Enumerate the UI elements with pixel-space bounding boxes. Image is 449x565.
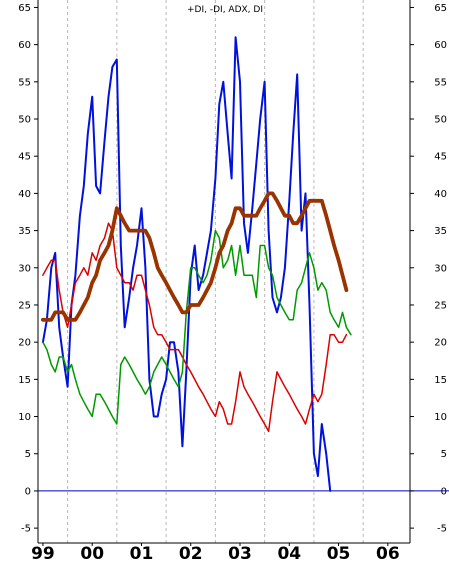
plot-frame xyxy=(37,0,411,544)
y-axis-right: -5 0 5 10 15 20 25 30 35 40 45 50 55 60 65 xyxy=(410,3,447,535)
ytick-label-left: 15 xyxy=(18,375,31,386)
ytick-label-left: 65 xyxy=(18,3,31,14)
ytick-label-left: 60 xyxy=(18,40,31,51)
ytick-label-left: 25 xyxy=(18,300,31,311)
ytick-label-right: 25 xyxy=(434,300,447,311)
ytick-label-left: 50 xyxy=(18,115,31,126)
ytick-label-right: 60 xyxy=(434,40,447,51)
ytick-label-left: 45 xyxy=(18,152,31,163)
series-lines xyxy=(41,36,352,492)
xtick-label-04: 04 xyxy=(277,544,301,561)
ytick-label-left: 20 xyxy=(18,338,31,349)
series-line-2 xyxy=(42,222,348,433)
xtick-label-06: 06 xyxy=(376,544,400,561)
ytick-label-left: 40 xyxy=(18,189,31,200)
ytick-label-right: -5 xyxy=(437,524,447,535)
ytick-label-left: 10 xyxy=(18,412,31,423)
series-line-1 xyxy=(41,36,332,492)
ytick-label-right: 15 xyxy=(434,375,447,386)
xtick-label-99: 99 xyxy=(31,544,55,561)
ytick-label-right: 30 xyxy=(434,263,447,274)
ytick-label-right: 40 xyxy=(434,189,447,200)
xtick-label-00: 00 xyxy=(80,544,104,561)
series-line-3 xyxy=(42,229,352,425)
xtick-label-02: 02 xyxy=(179,544,203,561)
ytick-label-left: -5 xyxy=(21,524,31,535)
ytick-label-left: 35 xyxy=(18,226,31,237)
xtick-label-03: 03 xyxy=(228,544,252,561)
ytick-label-left: 5 xyxy=(25,449,31,460)
series-line-4 xyxy=(41,191,349,322)
ytick-label-left: 30 xyxy=(18,263,31,274)
x-axis: 99 00 01 02 03 04 05 06 xyxy=(31,543,400,564)
xtick-label-05: 05 xyxy=(327,544,351,561)
ytick-label-left: 55 xyxy=(18,77,31,88)
ytick-label-left: 0 xyxy=(25,486,31,497)
ytick-label-right: 35 xyxy=(434,226,447,237)
y-axis-left: -5 0 5 10 15 20 25 30 35 40 45 50 55 60 65 xyxy=(18,3,38,535)
ytick-label-right: 50 xyxy=(434,115,447,126)
ytick-label-right: 65 xyxy=(434,3,447,14)
ytick-label-right: 45 xyxy=(434,152,447,163)
chart-title: +DI, -DI, ADX, DI xyxy=(187,5,263,15)
ytick-label-right: 20 xyxy=(434,338,447,349)
ytick-label-right: 5 xyxy=(441,449,447,460)
ytick-label-right: 55 xyxy=(434,77,447,88)
ytick-label-right: 10 xyxy=(434,412,447,423)
xtick-label-01: 01 xyxy=(130,544,154,561)
ytick-label-right: 0 xyxy=(441,486,447,497)
